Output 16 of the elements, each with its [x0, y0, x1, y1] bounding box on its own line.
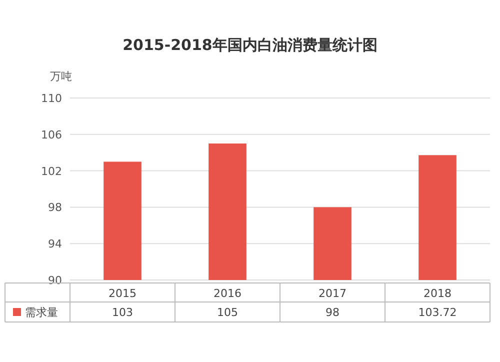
data-label: 98: [326, 306, 340, 319]
legend-label: 需求量: [25, 306, 58, 319]
chart-title: 2015-2018年国内白油消费量统计图: [122, 36, 378, 54]
x-tick-label: 2015: [108, 287, 136, 300]
x-tick-label: 2018: [424, 287, 452, 300]
y-axis-title: 万吨: [50, 70, 72, 83]
y-tick-label: 110: [41, 92, 62, 105]
y-tick-label: 94: [48, 238, 62, 251]
x-tick-label: 2016: [214, 287, 242, 300]
y-tick-label: 98: [48, 201, 62, 214]
x-tick-label: 2017: [318, 287, 346, 300]
y-tick-label: 106: [41, 128, 62, 142]
data-label: 103: [112, 306, 133, 319]
data-label: 105: [217, 306, 238, 319]
y-tick-label: 102: [41, 164, 62, 178]
data-label: 103.72: [418, 306, 457, 319]
